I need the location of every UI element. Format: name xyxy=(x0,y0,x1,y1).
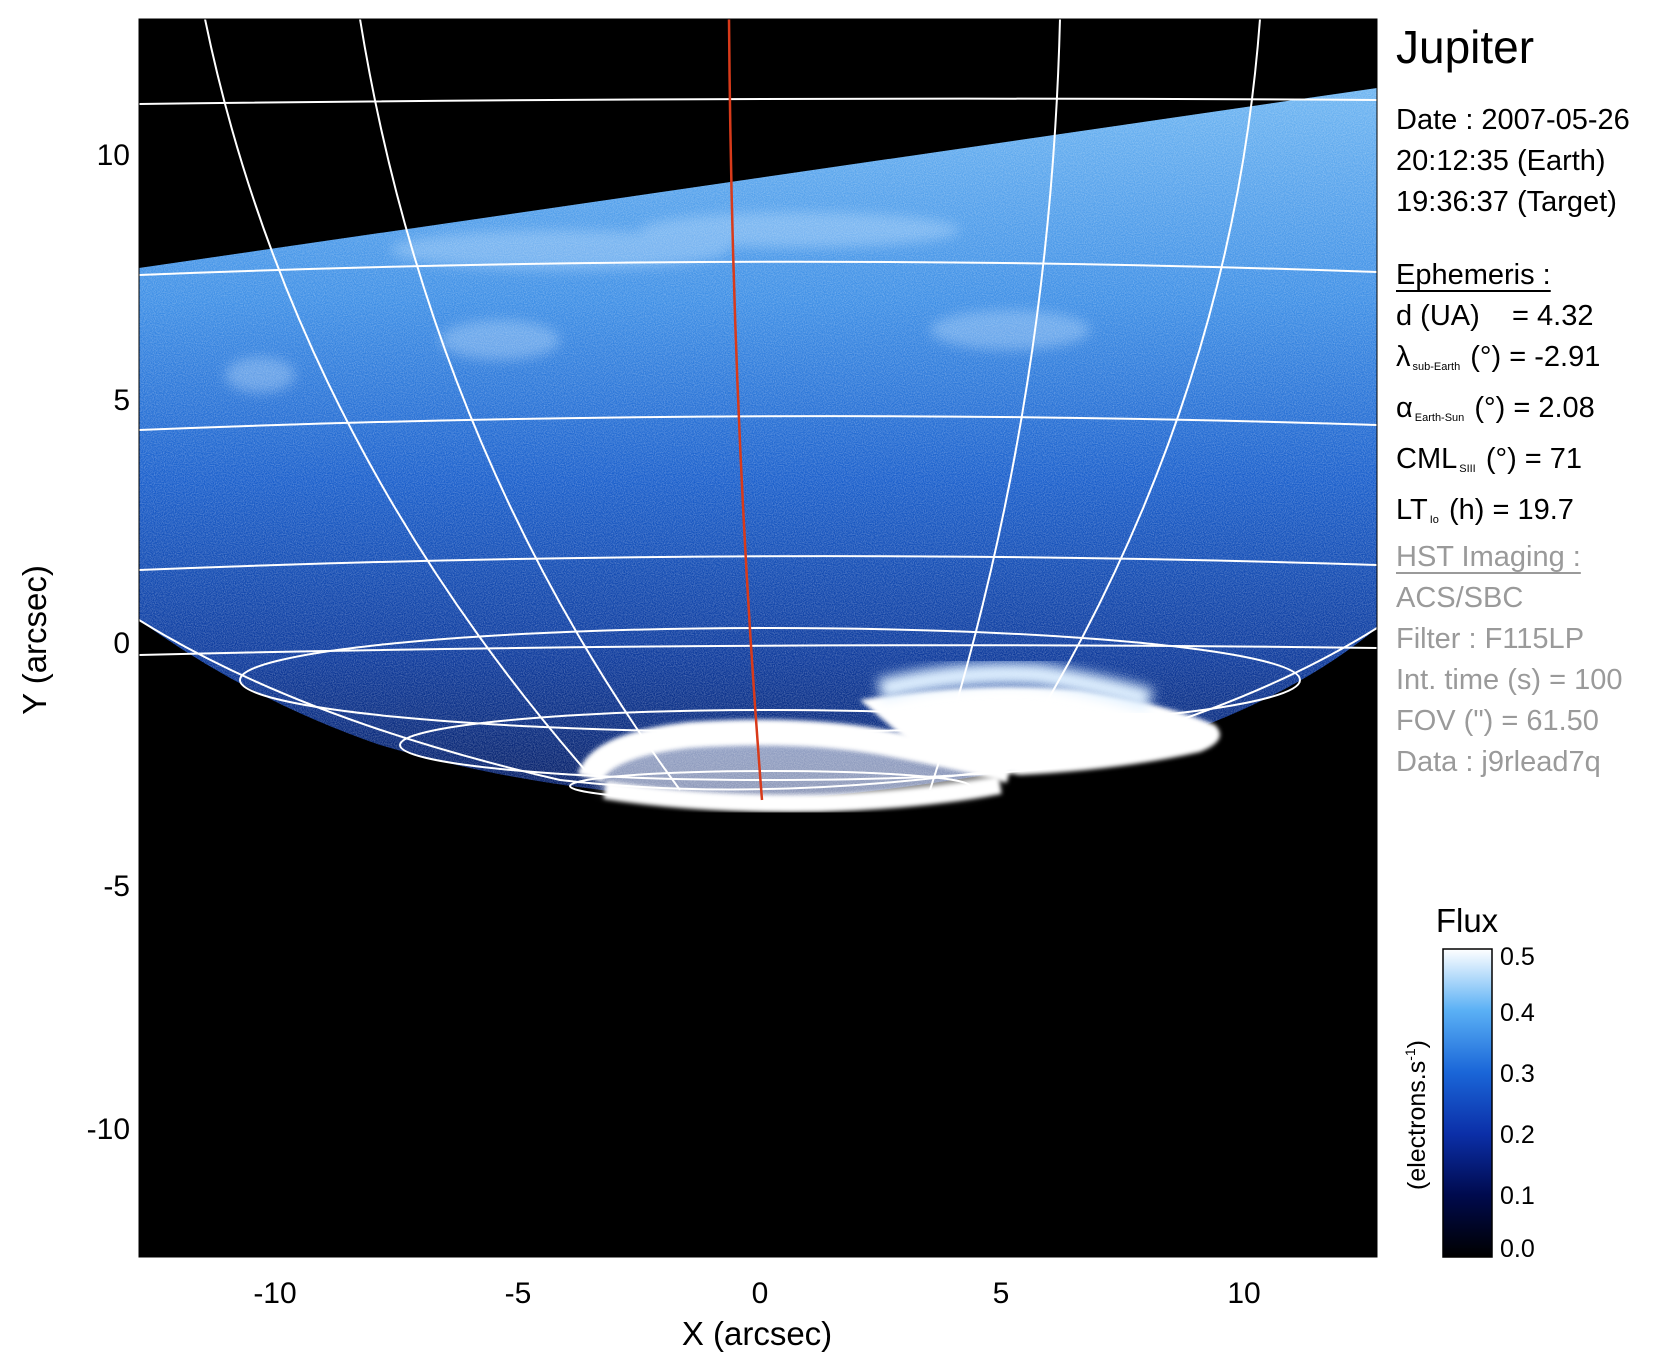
colorbar-gradient xyxy=(1442,948,1493,1258)
imaging-header: HST Imaging : xyxy=(1396,541,1581,573)
colorbar: Flux 0.5 0.4 0.3 0.2 0.1 0.0 (electrons.… xyxy=(1402,902,1535,1263)
imaging-int-time: Int. time (s) = 100 xyxy=(1396,664,1623,696)
x-tick-label: -5 xyxy=(505,1277,532,1310)
colorbar-tick: 0.5 xyxy=(1500,943,1535,971)
colorbar-tick: 0.1 xyxy=(1500,1182,1535,1210)
central-meridian xyxy=(727,19,764,801)
date-line: Date : 2007-05-26 xyxy=(1396,104,1630,136)
x-tick-label: 10 xyxy=(1227,1277,1260,1310)
ephemeris-distance: d (UA) = 4.32 xyxy=(1396,300,1594,332)
y-tick-label: -10 xyxy=(87,1113,130,1146)
x-tick-label: 5 xyxy=(993,1277,1010,1310)
image-plot xyxy=(139,19,1377,1257)
y-axis-label: Y (arcsec) xyxy=(16,565,53,715)
colorbar-tick: 0.2 xyxy=(1500,1121,1535,1149)
ephemeris-block: Ephemeris : d (UA) = 4.32 λ sub-Earth (°)… xyxy=(1396,255,1600,541)
imaging-filter: Filter : F115LP xyxy=(1396,623,1585,655)
imaging-data-id: Data : j9rlead7q xyxy=(1396,746,1601,778)
y-tick-label: -5 xyxy=(103,870,130,903)
ephemeris-alpha: α Earth-Sun (°) = 2.08 xyxy=(1396,392,1595,424)
colorbar-title: Flux xyxy=(1436,902,1499,939)
colorbar-unit: (electrons.s-1) xyxy=(1402,1040,1431,1190)
ephemeris-lambda: λ sub-Earth (°) = -2.91 xyxy=(1396,341,1601,373)
bright-bands xyxy=(225,212,1090,393)
imaging-fov: FOV (") = 61.50 xyxy=(1396,705,1599,737)
plot-frame xyxy=(138,18,1378,1258)
y-tick-label: 0 xyxy=(113,627,130,660)
ephemeris-header: Ephemeris : xyxy=(1396,259,1551,291)
colorbar-tick: 0.4 xyxy=(1500,999,1535,1027)
x-tick-label: 0 xyxy=(752,1277,769,1310)
x-tick-labels: -10 -5 0 5 10 xyxy=(253,1277,1260,1310)
y-tick-label: 10 xyxy=(97,139,130,172)
y-tick-label: 5 xyxy=(113,384,130,417)
earth-time: 20:12:35 (Earth) xyxy=(1396,145,1606,177)
target-time: 19:36:37 (Target) xyxy=(1396,186,1617,218)
imaging-instrument: ACS/SBC xyxy=(1396,582,1524,614)
x-axis-label: X (arcsec) xyxy=(682,1315,832,1352)
x-tick-label: -10 xyxy=(253,1277,296,1310)
ephemeris-cml: CML SIII (°) = 71 xyxy=(1396,443,1583,475)
y-tick-labels: 10 5 0 -5 -10 xyxy=(87,139,130,1146)
imaging-block: HST Imaging : ACS/SBC Filter : F115LP In… xyxy=(1396,537,1622,783)
observation-block: Date : 2007-05-26 20:12:35 (Earth) 19:36… xyxy=(1396,100,1630,223)
colorbar-tick: 0.3 xyxy=(1500,1060,1535,1088)
colorbar-tick: 0.0 xyxy=(1500,1235,1535,1263)
ephemeris-lt: LT Io (h) = 19.7 xyxy=(1396,494,1574,526)
target-title: Jupiter xyxy=(1396,21,1535,73)
